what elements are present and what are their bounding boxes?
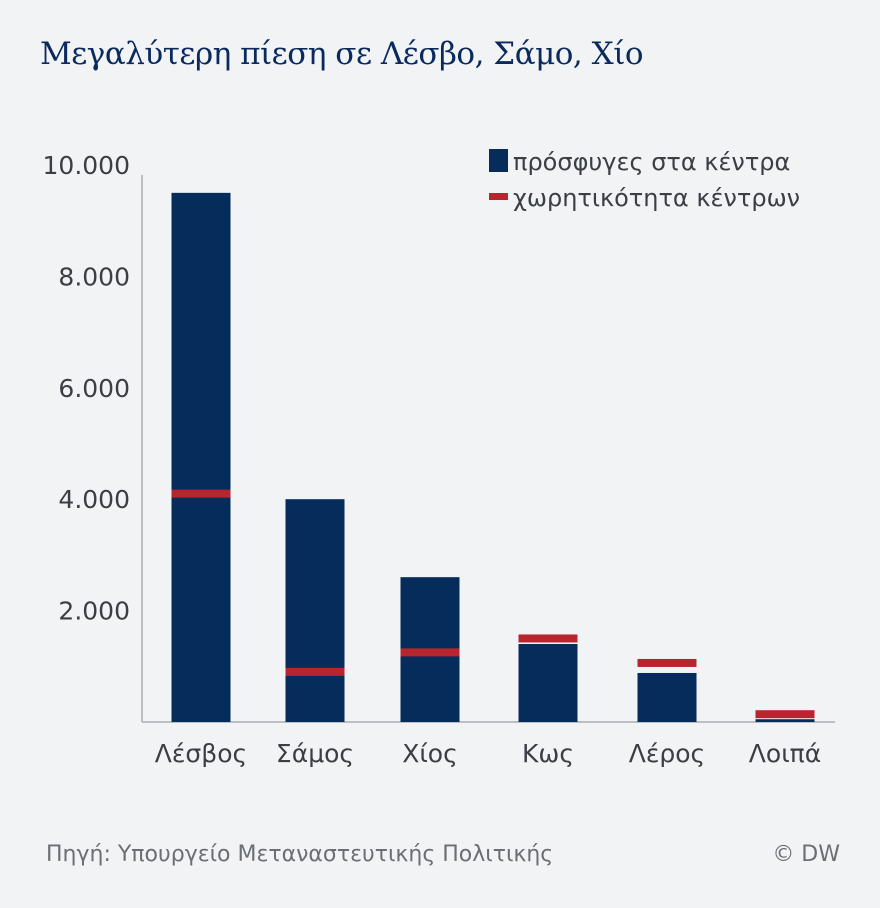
capacity-marker-6 [755, 710, 815, 719]
legend-label-marker: χωρητικότητα κέντρων [513, 184, 800, 212]
y-tick-label: 6.000 [58, 374, 130, 403]
bar-5 [637, 672, 697, 722]
bar-4 [518, 644, 578, 722]
source-note: Πηγή: Υπουργείο Μεταναστευτικής Πολιτική… [46, 842, 554, 867]
x-tick-label: Κως [522, 739, 574, 768]
bar-6 [755, 719, 815, 722]
bar-2 [285, 499, 345, 722]
legend-swatch-bar [489, 149, 508, 172]
x-tick-label: Λοιπά [749, 739, 821, 768]
x-tick-label: Χίος [402, 739, 458, 768]
legend-swatch-marker [489, 193, 508, 200]
x-tick-label: Σάμος [276, 739, 354, 768]
capacity-marker-4 [518, 634, 578, 643]
capacity-marker-2 [285, 667, 345, 676]
capacity-marker-5 [637, 658, 697, 667]
y-tick-label: 4.000 [58, 485, 130, 514]
y-tick-label: 10.000 [43, 151, 130, 180]
x-tick-label: Λέσβος [155, 739, 247, 768]
legend-label-bar: πρόσφυγες στα κέντρα [513, 148, 790, 176]
chart-title: Μεγαλύτερη πίεση σε Λέσβο, Σάμο, Χίο [40, 36, 644, 72]
capacity-marker-1 [171, 489, 231, 498]
y-tick-label: 8.000 [58, 262, 130, 291]
capacity-marker-3 [400, 648, 460, 657]
copyright: © DW [772, 842, 840, 867]
x-tick-label: Λέρος [629, 739, 705, 768]
bar-1 [171, 192, 231, 723]
y-tick-label: 2.000 [58, 597, 130, 626]
